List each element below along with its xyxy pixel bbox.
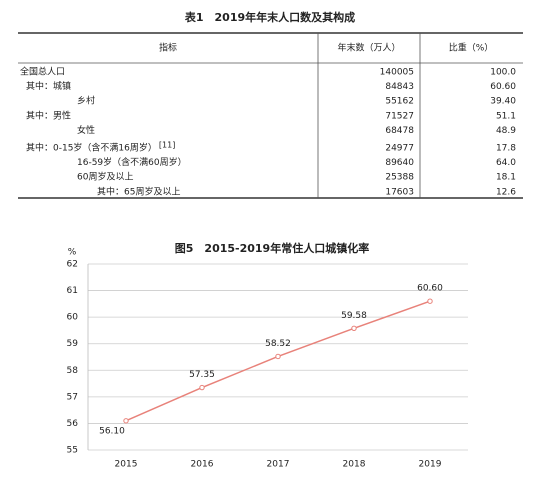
marker	[351, 325, 357, 332]
table-header: 比重（%）	[449, 42, 494, 54]
table-header: 年末数（万人）	[337, 42, 400, 54]
row-label: 乡村	[77, 95, 95, 107]
row-count: 84843	[385, 82, 414, 92]
x-tick-label: 2015	[115, 460, 138, 470]
chart-title: 图5 2015-2019年常住人口城镇化率	[175, 241, 369, 255]
row-count: 55162	[385, 97, 414, 107]
row-count: 24977	[385, 144, 414, 154]
row-count: 89640	[385, 158, 414, 168]
x-tick-label: 2019	[419, 460, 442, 470]
table-header: 指标	[159, 42, 177, 54]
row-share: 39.40	[490, 97, 516, 107]
row-count: 71527	[385, 111, 414, 121]
x-tick-label: 2017	[267, 460, 290, 470]
row-count: 25388	[385, 173, 414, 183]
data-label: 59.58	[341, 311, 367, 321]
footnote-marker: [11]	[159, 141, 175, 150]
row-label: 16-59岁（含不满60周岁）	[77, 156, 187, 168]
row-label: 其中：城镇	[26, 80, 71, 92]
row-share: 17.8	[496, 144, 516, 154]
row-label: 其中：0-15岁（含不满16周岁）	[26, 142, 157, 154]
row-count: 140005	[380, 68, 414, 78]
y-tick-label: 59	[67, 339, 79, 349]
table-title: 表1 2019年年末人口数及其构成	[184, 10, 355, 24]
x-tick-label: 2016	[191, 460, 214, 470]
data-label: 57.35	[189, 370, 215, 380]
row-label: 其中：男性	[26, 109, 71, 121]
x-tick-label: 2018	[343, 460, 366, 470]
data-label: 60.60	[417, 284, 443, 294]
y-tick-label: 60	[67, 313, 79, 323]
row-share: 100.0	[490, 68, 516, 78]
y-tick-label: 57	[67, 392, 78, 402]
row-count: 68478	[385, 126, 414, 136]
row-share: 12.6	[496, 187, 516, 197]
row-share: 60.60	[490, 82, 516, 92]
y-tick-label: 61	[67, 286, 78, 296]
y-axis-label: %	[68, 248, 77, 258]
line	[125, 300, 431, 422]
row-label: 60周岁及以上	[77, 171, 133, 183]
marker	[123, 418, 129, 424]
row-label: 女性	[77, 124, 95, 136]
y-tick-label: 62	[67, 260, 78, 270]
marker	[275, 353, 281, 360]
y-tick-label: 56	[67, 419, 79, 429]
data-label: 56.10	[99, 426, 125, 436]
row-share: 18.1	[496, 173, 516, 183]
y-tick-label: 58	[67, 366, 79, 376]
row-label: 全国总人口	[20, 66, 65, 78]
row-share: 48.9	[496, 126, 516, 136]
marker	[199, 384, 205, 391]
data-label: 58.52	[265, 339, 291, 349]
row-share: 51.1	[496, 111, 516, 121]
marker	[427, 298, 433, 304]
y-tick-label: 55	[67, 446, 78, 456]
row-count: 17603	[385, 187, 414, 197]
row-share: 64.0	[496, 158, 516, 168]
row-label: 其中：65周岁及以上	[97, 185, 180, 197]
